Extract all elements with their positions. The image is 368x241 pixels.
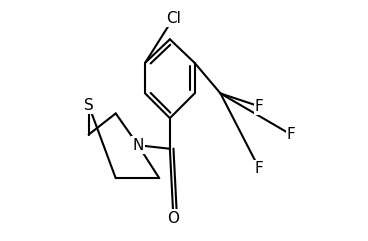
Text: N: N xyxy=(132,138,144,153)
Text: O: O xyxy=(167,211,180,226)
Text: S: S xyxy=(84,98,93,113)
Text: F: F xyxy=(287,127,296,142)
Text: F: F xyxy=(255,99,264,114)
Text: Cl: Cl xyxy=(166,11,181,26)
Text: F: F xyxy=(255,161,264,176)
